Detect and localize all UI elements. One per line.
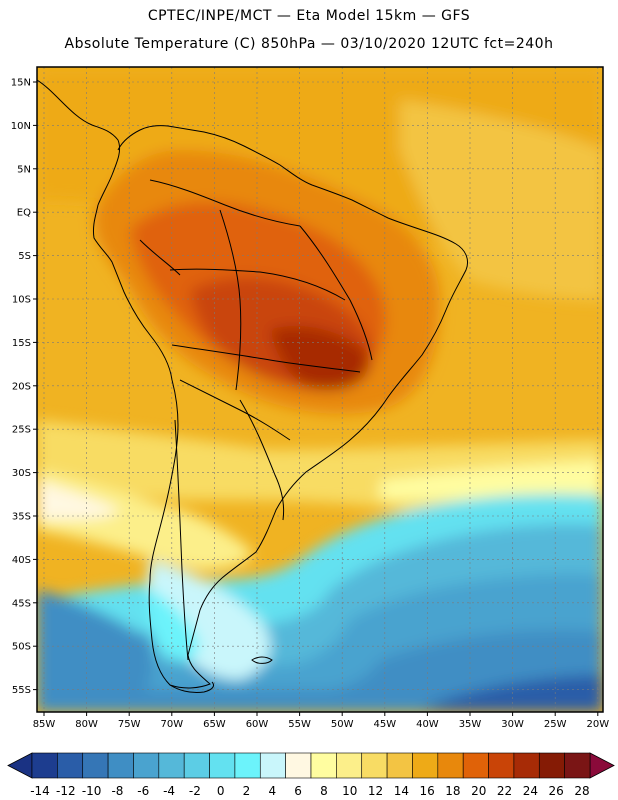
lon-label: 30W [501, 719, 524, 730]
lat-label: 5S [18, 251, 31, 262]
colorbar-swatch [564, 752, 591, 779]
colorbar-label: -12 [56, 784, 76, 798]
lon-label: 85W [33, 719, 56, 730]
colorbar-label: 18 [445, 784, 460, 798]
lat-label: 10N [11, 121, 31, 132]
lon-label: 60W [246, 719, 269, 730]
lat-label: 15N [11, 78, 31, 89]
colorbar-swatch [361, 752, 388, 779]
colorbar-label: 24 [523, 784, 538, 798]
lat-label: 55S [12, 685, 31, 696]
colorbar-swatch [412, 752, 439, 779]
lat-label: 10S [12, 295, 31, 306]
colorbar-swatch [259, 752, 286, 779]
lat-label: 30S [12, 468, 31, 479]
colorbar-label: -2 [189, 784, 201, 798]
lon-label: 25W [544, 719, 567, 730]
colorbar-swatch [183, 752, 210, 779]
lon-label: 45W [373, 719, 396, 730]
colorbar-swatch [437, 752, 464, 779]
colorbar-label: 10 [342, 784, 357, 798]
lon-label: 35W [459, 719, 482, 730]
longitude-labels: 85W 80W 75W 70W 65W 60W 55W 50W 45W 40W 35W 30W 25W 2… [33, 712, 609, 730]
lat-label: 35S [12, 512, 31, 523]
title-line-1: CPTEC/INPE/MCT — Eta Model 15km — GFS [147, 8, 471, 24]
colorbar-low-arrow [7, 752, 33, 779]
colorbar-swatch [31, 752, 58, 779]
lat-label: 40S [12, 555, 31, 566]
colorbar-swatch [209, 752, 236, 779]
lon-label: 55W [288, 719, 311, 730]
lon-label: 70W [160, 719, 183, 730]
latitude-labels: 15N 10N 5N EQ 5S 10S 15S 20S 25S 30S 35S 40S 45S 50S 5… [11, 78, 37, 696]
colorbar-swatch [488, 752, 515, 779]
colorbar-swatch [513, 752, 540, 779]
colorbar-label: 14 [394, 784, 409, 798]
colorbar-label: -10 [82, 784, 102, 798]
colorbar-swatch [310, 752, 337, 779]
lon-label: 40W [416, 719, 439, 730]
lon-label: 50W [331, 719, 354, 730]
colorbar-label: -14 [30, 784, 50, 798]
colorbar-swatch [285, 752, 312, 779]
lat-label: 15S [12, 338, 31, 349]
colorbar-swatch [538, 752, 565, 779]
colorbar-labels: -14 -12 -10 -8 -6 -4 -2 0 2 4 6 8 10 12 14 16 18 20 22 24 26… [30, 784, 589, 798]
lat-label: 20S [12, 381, 31, 392]
colorbar-label: 6 [294, 784, 302, 798]
colorbar-label: 0 [217, 784, 225, 798]
colorbar-swatch [133, 752, 160, 779]
colorbar-label: 26 [549, 784, 564, 798]
lon-label: 20W [586, 719, 609, 730]
lon-label: 80W [75, 719, 98, 730]
colorbar-label: 2 [243, 784, 251, 798]
colorbar-label: 12 [368, 784, 383, 798]
lat-label: EQ [17, 208, 31, 219]
colorbar-label: 22 [497, 784, 512, 798]
lat-label: 5N [17, 164, 31, 175]
colorbar-label: 4 [268, 784, 276, 798]
colorbar-label: 20 [471, 784, 486, 798]
temperature-field [37, 67, 603, 712]
title-line-2: Absolute Temperature (C) 850hPa — 03/10/… [64, 36, 554, 52]
lat-label: 25S [12, 425, 31, 436]
lat-label: 45S [12, 598, 31, 609]
colorbar-label: 16 [420, 784, 435, 798]
lat-lon-grid [37, 67, 603, 712]
lon-label: 75W [118, 719, 141, 730]
colorbar [7, 752, 615, 779]
colorbar-swatch [336, 752, 363, 779]
colorbar-swatch [158, 752, 185, 779]
colorbar-swatch [462, 752, 489, 779]
lat-label: 50S [12, 642, 31, 653]
colorbar-swatch [82, 752, 109, 779]
colorbar-label: -8 [111, 784, 123, 798]
colorbar-swatch [234, 752, 261, 779]
coastlines [37, 79, 469, 693]
colorbar-swatch [57, 752, 84, 779]
colorbar-label: -4 [163, 784, 175, 798]
map-frame [36, 66, 604, 713]
colorbar-swatch [386, 752, 413, 779]
colorbar-label: -6 [137, 784, 149, 798]
colorbar-swatch [107, 752, 134, 779]
colorbar-high-arrow [589, 752, 615, 779]
colorbar-label: 8 [320, 784, 328, 798]
lon-label: 65W [203, 719, 226, 730]
colorbar-label: 28 [574, 784, 589, 798]
